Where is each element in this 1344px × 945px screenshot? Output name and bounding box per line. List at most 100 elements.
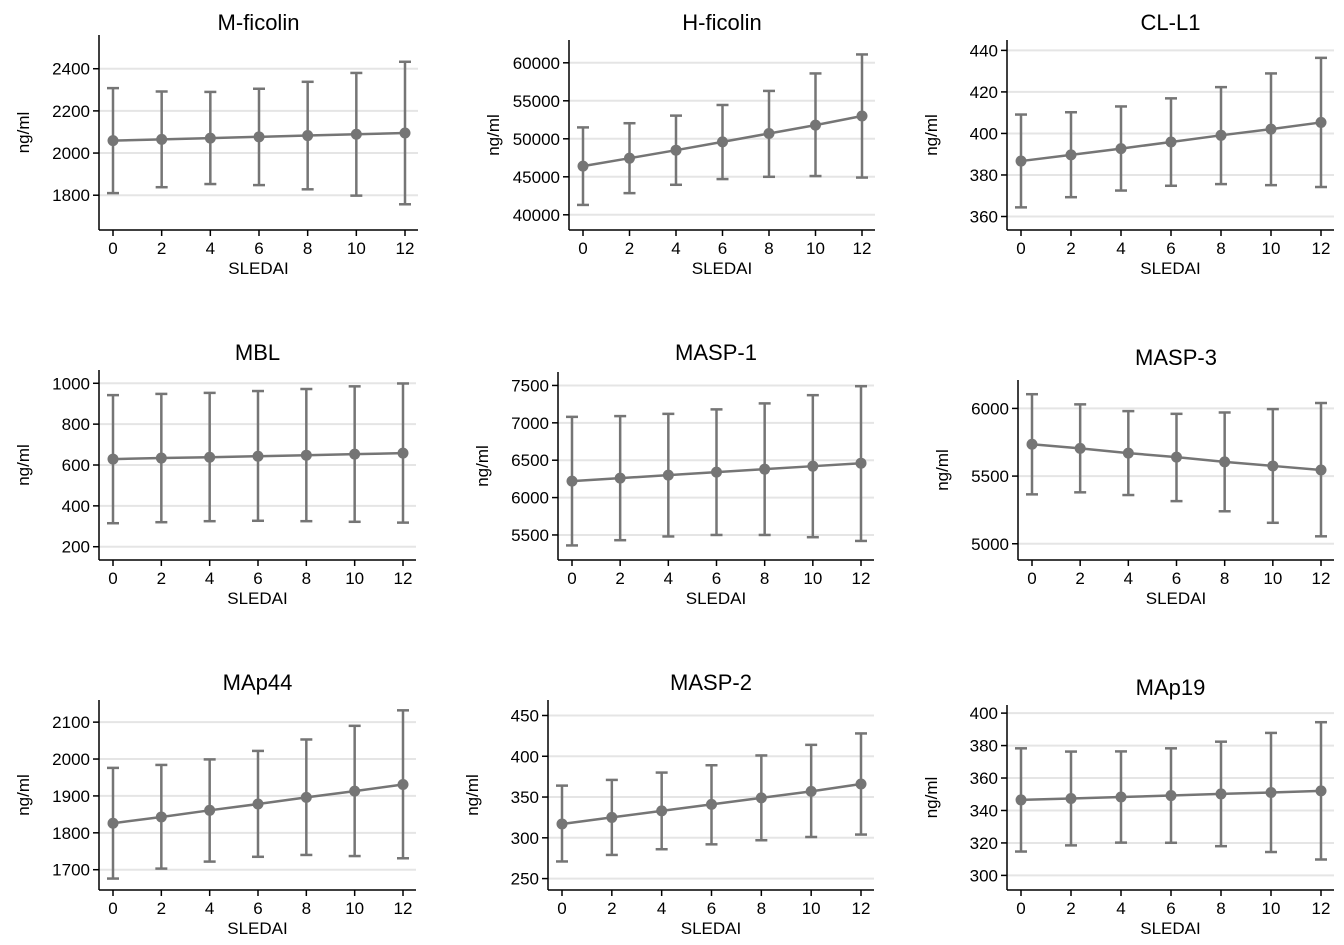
y-tick-label: 380: [970, 166, 998, 185]
panel-map19: 300 320 340 360 380 400 0 2 4 6 8 10 12 SLEDAI ng/ml MA…: [922, 675, 1334, 938]
x-tick-label: 0: [108, 899, 117, 918]
data-point: [1015, 794, 1027, 806]
panel-title: MAp19: [1136, 675, 1206, 700]
x-tick-label: 6: [707, 899, 716, 918]
x-tick-label: 8: [1220, 569, 1229, 588]
data-point: [763, 127, 775, 139]
data-point: [1065, 792, 1077, 804]
y-axis-label: ng/ml: [14, 774, 33, 816]
x-tick-label: 6: [712, 569, 721, 588]
data-point: [155, 811, 167, 823]
y-tick-label: 340: [970, 801, 998, 820]
y-tick-label: 6500: [511, 451, 549, 470]
x-tick-label: 4: [664, 569, 673, 588]
panel-title: MASP-3: [1135, 345, 1217, 370]
x-tick-label: 12: [852, 899, 871, 918]
x-tick-label: 10: [803, 569, 822, 588]
y-tick-label: 250: [511, 870, 539, 889]
y-axis-label: ng/ml: [473, 445, 492, 487]
panel-cl-l1: 360 380 400 420 440 0 2 4 6 8 10 12 SLEDAI ng/ml CL-L1: [922, 10, 1334, 278]
y-tick-label: 5500: [971, 467, 1009, 486]
x-tick-label: 2: [157, 569, 166, 588]
data-point: [1171, 451, 1182, 463]
data-point: [805, 785, 817, 797]
data-point: [856, 110, 868, 122]
data-point: [204, 132, 216, 144]
x-tick-label: 8: [764, 239, 773, 258]
y-tick-label: 6000: [971, 399, 1009, 418]
x-tick-label: 0: [567, 569, 576, 588]
x-tick-label: 4: [205, 569, 214, 588]
x-tick-label: 6: [718, 239, 727, 258]
panel-map44: 1700 1800 1900 2000 2100 0 2 4 6 8 10 12 SLEDAI ng/ml…: [14, 670, 416, 938]
y-axis-label: ng/ml: [14, 444, 33, 486]
data-point: [855, 457, 867, 469]
x-tick-label: 8: [303, 239, 312, 258]
y-tick-label: 2100: [52, 713, 90, 732]
data-point: [606, 811, 618, 823]
y-tick-label: 7000: [511, 414, 549, 433]
y-tick-label: 40000: [513, 206, 560, 225]
x-tick-label: 2: [157, 239, 166, 258]
x-axis-label: SLEDAI: [227, 589, 287, 608]
x-tick-label: 12: [853, 239, 872, 258]
panel-masp-3: 5000 5500 6000 0 2 4 6 8 10 12 SLEDAI ng/ml MASP-3: [933, 345, 1334, 608]
y-tick-label: 380: [970, 737, 998, 756]
y-axis-label: ng/ml: [922, 777, 941, 819]
x-tick-label: 4: [1116, 239, 1125, 258]
data-point: [1122, 447, 1134, 459]
y-tick-label: 2400: [52, 60, 90, 79]
x-tick-label: 8: [757, 899, 766, 918]
y-tick-label: 6000: [511, 489, 549, 508]
x-tick-label: 2: [1066, 239, 1075, 258]
data-point: [397, 447, 409, 459]
data-point: [556, 818, 568, 830]
y-tick-label: 2200: [52, 102, 90, 121]
y-tick-label: 400: [62, 497, 90, 516]
x-axis-label: SLEDAI: [681, 919, 741, 938]
x-axis-label: SLEDAI: [692, 259, 752, 278]
x-axis-label: SLEDAI: [1146, 589, 1206, 608]
x-tick-label: 10: [1262, 899, 1281, 918]
x-tick-label: 4: [1116, 899, 1125, 918]
x-axis-label: SLEDAI: [1140, 259, 1200, 278]
y-tick-label: 60000: [513, 54, 560, 73]
y-tick-label: 2000: [52, 144, 90, 163]
data-point: [670, 144, 682, 156]
y-axis-label: ng/ml: [463, 774, 482, 816]
y-tick-label: 420: [970, 83, 998, 102]
x-tick-label: 10: [1262, 239, 1281, 258]
panel-title: MASP-1: [675, 340, 757, 365]
x-tick-label: 0: [108, 239, 117, 258]
y-tick-label: 7500: [511, 376, 549, 395]
x-tick-label: 4: [657, 899, 666, 918]
x-tick-label: 8: [760, 569, 769, 588]
data-point: [1315, 116, 1327, 128]
data-point: [717, 136, 728, 148]
y-tick-label: 360: [970, 208, 998, 227]
panel-title: M-ficolin: [218, 10, 300, 35]
y-tick-label: 300: [511, 829, 539, 848]
x-tick-label: 12: [394, 899, 413, 918]
y-tick-label: 1700: [52, 861, 90, 880]
x-tick-label: 12: [1312, 569, 1331, 588]
x-tick-label: 12: [1312, 899, 1331, 918]
x-tick-label: 0: [1027, 569, 1036, 588]
panel-title: CL-L1: [1141, 10, 1201, 35]
y-tick-label: 360: [970, 769, 998, 788]
data-point: [566, 475, 578, 487]
y-tick-label: 200: [62, 538, 90, 557]
y-tick-label: 5000: [971, 535, 1009, 554]
x-tick-label: 4: [1124, 569, 1133, 588]
y-tick-label: 440: [970, 41, 998, 60]
data-point: [1265, 786, 1277, 798]
x-tick-label: 12: [394, 569, 413, 588]
x-tick-label: 10: [802, 899, 821, 918]
data-point: [252, 798, 264, 810]
y-tick-label: 45000: [513, 168, 560, 187]
data-point: [1267, 460, 1279, 472]
data-point: [624, 152, 635, 164]
data-point: [1115, 143, 1127, 155]
data-point: [807, 460, 819, 472]
